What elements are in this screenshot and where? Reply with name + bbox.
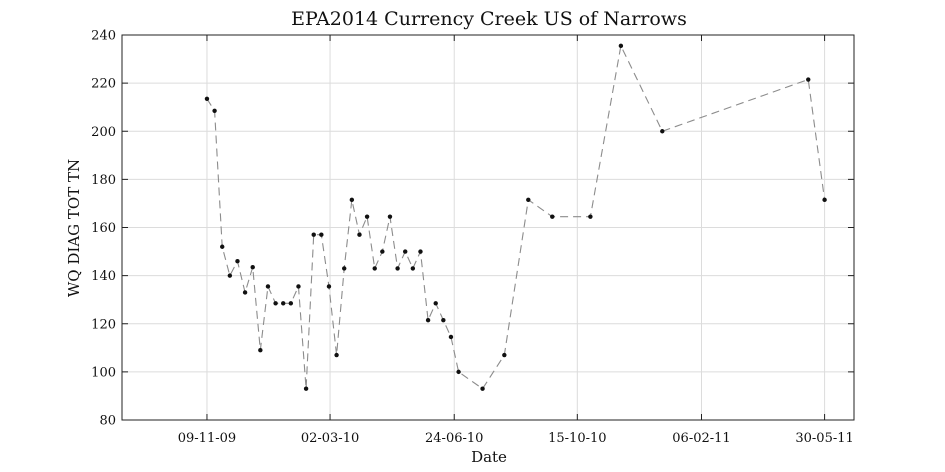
x-tick-label: 15-10-10 <box>548 431 606 446</box>
data-point <box>364 214 370 219</box>
x-tick-label: 06-02-11 <box>672 431 730 446</box>
y-tick-label: 240 <box>91 29 116 44</box>
data-point <box>326 284 332 289</box>
data-point <box>357 232 362 237</box>
data-point <box>550 214 555 219</box>
data-point <box>227 273 233 278</box>
data-point <box>235 258 240 264</box>
data-point <box>303 386 309 391</box>
y-tick-label: 220 <box>91 77 116 92</box>
x-axis-label: Date <box>471 448 507 466</box>
data-point <box>380 249 385 254</box>
data-point <box>822 197 827 203</box>
data-point <box>258 348 263 353</box>
data-point <box>220 244 225 249</box>
y-axis-label: WQ DIAG TOT TN <box>65 159 83 297</box>
data-point <box>660 129 665 134</box>
data-point <box>242 290 248 295</box>
data-point <box>372 266 377 271</box>
y-tick-label: 140 <box>91 269 116 284</box>
series-points <box>204 43 827 391</box>
x-tick-label: 09-11-09 <box>178 431 236 446</box>
data-point <box>418 249 423 254</box>
data-point <box>319 232 324 237</box>
data-point <box>441 317 446 323</box>
data-point <box>265 284 271 289</box>
data-point <box>296 284 301 289</box>
data-point <box>250 265 255 270</box>
data-point <box>526 197 531 203</box>
data-point <box>410 266 416 271</box>
data-point <box>806 77 811 82</box>
data-point <box>502 352 507 358</box>
series-line <box>206 44 826 390</box>
data-point <box>456 369 461 375</box>
y-tick-label: 160 <box>91 221 116 236</box>
data-point <box>311 232 316 237</box>
data-point <box>395 266 400 271</box>
data-point <box>273 301 278 306</box>
data-point <box>403 249 408 254</box>
chart-title: EPA2014 Currency Creek US of Narrows <box>291 8 687 30</box>
data-point <box>480 386 485 391</box>
data-point <box>387 214 393 219</box>
data-point <box>448 334 454 340</box>
x-tick-label: 02-03-10 <box>301 431 359 446</box>
data-point <box>281 301 286 306</box>
grid-lines <box>122 35 854 420</box>
y-tick-label: 100 <box>91 365 116 380</box>
data-point <box>425 317 431 323</box>
x-axis-tick-labels: 09-11-09 02-03-10 24-06-10 15-10-10 06-02-11… <box>178 431 854 446</box>
y-axis-tick-labels: 80 100 120 140 160 180 200 220 240 <box>91 29 116 429</box>
data-point <box>204 96 210 101</box>
y-tick-label: 180 <box>91 173 116 188</box>
x-tick-label: 24-06-10 <box>425 431 483 446</box>
data-point <box>433 301 438 306</box>
y-tick-label: 80 <box>99 414 116 429</box>
data-point <box>588 214 593 219</box>
data-point <box>349 197 355 203</box>
y-tick-label: 120 <box>91 317 116 332</box>
x-tick-label: 30-05-11 <box>795 431 853 446</box>
y-tick-label: 200 <box>91 125 116 140</box>
data-point <box>334 352 339 358</box>
data-point <box>288 301 294 306</box>
data-point <box>618 43 624 49</box>
data-point <box>342 266 347 271</box>
data-point <box>212 108 217 113</box>
axis-ticks <box>122 34 854 421</box>
